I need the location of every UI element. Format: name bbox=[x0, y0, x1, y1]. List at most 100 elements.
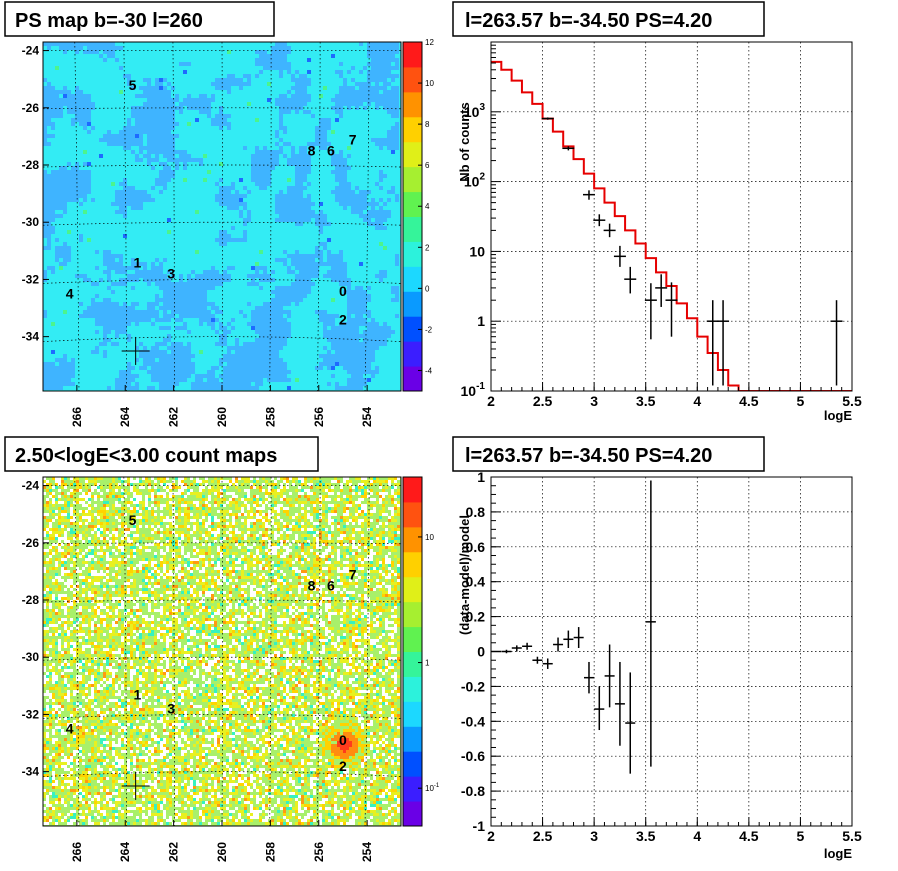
map-pixel bbox=[375, 222, 379, 226]
map-pixel bbox=[171, 346, 175, 350]
map-pixel bbox=[259, 531, 262, 534]
map-pixel bbox=[268, 552, 271, 555]
map-pixel bbox=[143, 94, 147, 98]
map-pixel bbox=[331, 298, 335, 302]
map-pixel bbox=[323, 118, 327, 122]
map-pixel bbox=[55, 250, 59, 254]
map-pixel bbox=[71, 106, 75, 110]
map-pixel bbox=[376, 477, 379, 480]
map-pixel bbox=[287, 254, 291, 258]
map-pixel bbox=[175, 507, 178, 510]
map-pixel bbox=[205, 522, 208, 525]
map-pixel bbox=[335, 178, 339, 182]
map-pixel bbox=[49, 528, 52, 531]
map-pixel bbox=[127, 338, 131, 342]
map-pixel bbox=[271, 66, 275, 70]
map-pixel bbox=[247, 374, 251, 378]
map-pixel bbox=[385, 543, 388, 546]
map-pixel bbox=[226, 549, 229, 552]
map-pixel bbox=[255, 262, 259, 266]
map-pixel bbox=[307, 495, 310, 498]
map-pixel bbox=[304, 534, 307, 537]
map-pixel bbox=[327, 322, 331, 326]
map-pixel bbox=[211, 370, 215, 374]
map-pixel bbox=[343, 507, 346, 510]
map-pixel bbox=[286, 552, 289, 555]
map-pixel bbox=[259, 338, 263, 342]
map-pixel bbox=[139, 310, 143, 314]
map-pixel bbox=[303, 174, 307, 178]
map-pixel bbox=[271, 549, 274, 552]
map-pixel bbox=[227, 278, 231, 282]
y-tick-label: 10 bbox=[469, 243, 485, 259]
map-pixel bbox=[367, 350, 371, 354]
map-pixel bbox=[142, 534, 145, 537]
map-pixel bbox=[256, 516, 259, 519]
map-pixel bbox=[279, 110, 283, 114]
map-pixel bbox=[52, 552, 55, 555]
map-pixel bbox=[147, 198, 151, 202]
map-pixel bbox=[155, 110, 159, 114]
map-pixel bbox=[203, 314, 207, 318]
map-pixel bbox=[159, 298, 163, 302]
map-pixel bbox=[299, 282, 303, 286]
map-pixel bbox=[295, 70, 299, 74]
map-pixel bbox=[190, 513, 193, 516]
map-pixel bbox=[394, 504, 397, 507]
map-pixel bbox=[259, 306, 263, 310]
map-pixel bbox=[262, 504, 265, 507]
map-pixel bbox=[331, 162, 335, 166]
map-pixel bbox=[214, 501, 217, 504]
map-pixel bbox=[275, 134, 279, 138]
map-pixel bbox=[70, 489, 73, 492]
map-pixel bbox=[199, 552, 202, 555]
map-pixel bbox=[295, 489, 298, 492]
map-pixel bbox=[339, 194, 343, 198]
map-pixel bbox=[247, 525, 250, 528]
map-pixel bbox=[184, 543, 187, 546]
map-pixel bbox=[295, 534, 298, 537]
map-pixel bbox=[383, 142, 387, 146]
map-pixel bbox=[215, 238, 219, 242]
map-pixel bbox=[190, 519, 193, 522]
map-pixel bbox=[118, 495, 121, 498]
map-pixel bbox=[119, 382, 123, 386]
map-pixel bbox=[43, 122, 47, 126]
map-pixel bbox=[83, 198, 87, 202]
map-pixel bbox=[359, 318, 363, 322]
map-pixel bbox=[97, 531, 100, 534]
map-pixel bbox=[75, 102, 79, 106]
map-pixel bbox=[73, 534, 76, 537]
map-pixel bbox=[283, 362, 287, 366]
map-pixel bbox=[73, 498, 76, 501]
map-pixel bbox=[376, 480, 379, 483]
map-pixel bbox=[178, 498, 181, 501]
map-pixel bbox=[307, 266, 311, 270]
map-pixel bbox=[289, 498, 292, 501]
map-pixel bbox=[130, 516, 133, 519]
map-pixel bbox=[346, 504, 349, 507]
map-pixel bbox=[229, 546, 232, 549]
map-pixel bbox=[123, 330, 127, 334]
map-pixel bbox=[327, 318, 331, 322]
map-pixel bbox=[71, 170, 75, 174]
map-pixel bbox=[346, 510, 349, 513]
map-pixel bbox=[315, 250, 319, 254]
map-pixel bbox=[214, 540, 217, 543]
map-pixel bbox=[199, 310, 203, 314]
map-pixel bbox=[370, 534, 373, 537]
map-pixel bbox=[171, 122, 175, 126]
map-pixel bbox=[331, 354, 335, 358]
map-pixel bbox=[121, 480, 124, 483]
map-pixel bbox=[339, 250, 343, 254]
map-pixel bbox=[219, 374, 223, 378]
map-pixel bbox=[268, 492, 271, 495]
map-pixel bbox=[347, 182, 351, 186]
map-pixel bbox=[51, 218, 55, 222]
map-pixel bbox=[135, 114, 139, 118]
map-pixel bbox=[303, 290, 307, 294]
colorbar-band bbox=[403, 116, 422, 143]
map-pixel bbox=[295, 190, 299, 194]
map-pixel bbox=[351, 358, 355, 362]
map-pixel bbox=[208, 486, 211, 489]
